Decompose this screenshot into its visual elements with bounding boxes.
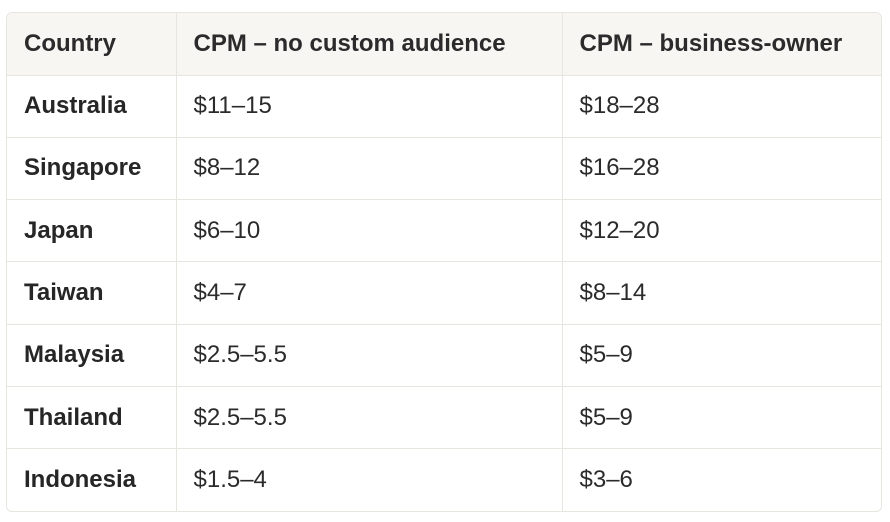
- table-body: Australia $11–15 $18–28 Singapore $8–12 …: [7, 75, 881, 511]
- country-cell: Thailand: [7, 386, 177, 450]
- country-cell: Indonesia: [7, 448, 177, 511]
- cpm-business-owner-cell: $16–28: [562, 137, 881, 201]
- country-cell: Malaysia: [7, 324, 177, 387]
- cpm-no-custom-cell: $2.5–5.5: [176, 386, 563, 450]
- table-row: Malaysia $2.5–5.5 $5–9: [7, 324, 881, 387]
- country-cell: Japan: [7, 199, 177, 263]
- header-country: Country: [7, 13, 177, 76]
- cpm-no-custom-cell: $1.5–4: [176, 448, 563, 511]
- cpm-business-owner-cell: $8–14: [562, 261, 881, 325]
- cpm-table-container: Country CPM – no custom audience CPM – b…: [6, 12, 882, 512]
- cpm-business-owner-cell: $3–6: [579, 466, 633, 494]
- cpm-no-custom-cell: $4–7: [176, 261, 563, 325]
- cpm-no-custom-cell: $11–15: [176, 75, 563, 138]
- table-row: Indonesia $1.5–4 $3–6: [7, 448, 881, 511]
- cpm-no-custom-cell: $6–10: [176, 199, 563, 263]
- cpm-no-custom-cell: $2.5–5.5: [176, 324, 563, 387]
- cpm-table: Country CPM – no custom audience CPM – b…: [7, 13, 881, 511]
- header-row: Country CPM – no custom audience CPM – b…: [7, 13, 881, 76]
- header-cpm-no-custom-audience: CPM – no custom audience: [176, 13, 563, 76]
- cpm-business-owner-cell: $18–28: [562, 75, 881, 138]
- country-cell: Taiwan: [7, 261, 177, 325]
- cpm-business-owner-cell: $12–20: [562, 199, 881, 263]
- country-cell: Singapore: [7, 137, 177, 201]
- table-row: Australia $11–15 $18–28: [7, 75, 881, 138]
- table-row: Japan $6–10 $12–20: [7, 199, 881, 263]
- header-cpm-business-owner: CPM – business-owner: [562, 13, 881, 76]
- cpm-no-custom-cell: $8–12: [176, 137, 563, 201]
- country-cell: Australia: [7, 75, 177, 138]
- cpm-business-owner-cell: $5–9: [562, 324, 881, 387]
- table-row: Thailand $2.5–5.5 $5–9: [7, 386, 881, 450]
- table-header: Country CPM – no custom audience CPM – b…: [7, 13, 881, 76]
- table-row: Singapore $8–12 $16–28: [7, 137, 881, 201]
- cpm-business-owner-cell: $5–9: [562, 386, 881, 450]
- table-row: Taiwan $4–7 $8–14: [7, 261, 881, 325]
